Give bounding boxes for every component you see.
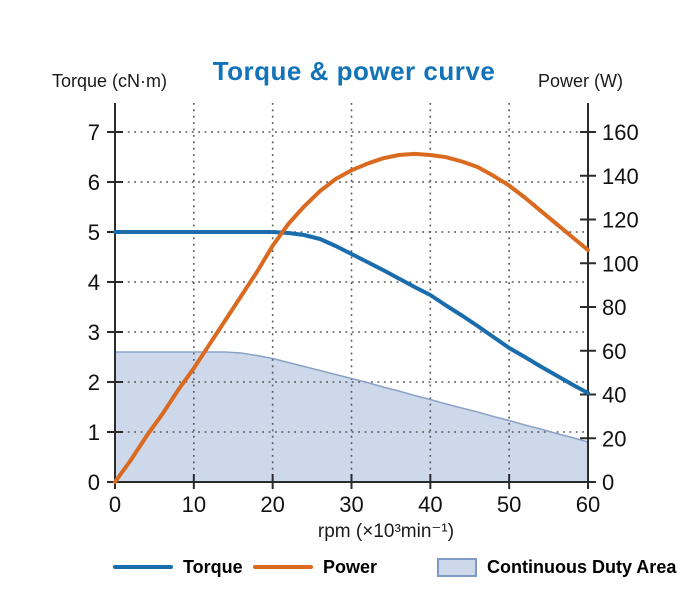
chart-title: Torque & power curve [212, 56, 496, 86]
right-tick-label: 100 [602, 251, 639, 276]
right-tick-label: 20 [602, 426, 626, 451]
x-tick-label: 0 [109, 492, 121, 517]
legend-item-duty-area: Continuous Duty Area [437, 556, 676, 578]
torque-curve [113, 230, 590, 395]
x-axis-title: rpm (×10³min⁻¹) [317, 521, 455, 542]
left-tick-label: 5 [88, 220, 100, 245]
left-tick-label: 1 [88, 420, 100, 445]
left-tick-label: 2 [88, 370, 100, 395]
left-tick-label: 0 [88, 470, 100, 495]
power-line-swatch [253, 565, 313, 569]
right-tick-label: 120 [602, 208, 639, 233]
x-tick-label: 20 [260, 492, 284, 517]
right-tick-label: 40 [602, 383, 626, 408]
legend-item-power: Power [253, 556, 377, 578]
x-tick-label: 10 [182, 492, 206, 517]
right-tick-label: 0 [602, 470, 614, 495]
x-tick-label: 60 [576, 492, 600, 517]
legend-label-power: Power [323, 556, 378, 577]
x-tick-label: 50 [497, 492, 521, 517]
left-axis-title: Torque (cN·m) [52, 71, 168, 91]
left-tick-label: 3 [88, 320, 100, 345]
legend-item-torque: Torque [113, 556, 243, 578]
left-tick-label: 4 [88, 270, 100, 295]
x-tick-label: 40 [418, 492, 442, 517]
legend-label-duty-area: Continuous Duty Area [487, 556, 677, 577]
duty-area-swatch [437, 557, 477, 577]
legend-label-torque: Torque [183, 556, 243, 577]
right-tick-label: 60 [602, 339, 626, 364]
torque-line-swatch [113, 565, 173, 569]
left-tick-label: 6 [88, 170, 100, 195]
left-tick-label: 7 [88, 120, 100, 145]
power-curve [113, 151, 590, 484]
x-tick-label: 30 [339, 492, 363, 517]
duty-area-edge [115, 351, 589, 443]
right-tick-label: 140 [602, 164, 639, 189]
right-tick-label: 80 [602, 295, 626, 320]
right-tick-label: 160 [602, 120, 639, 145]
right-axis-title: Power (W) [538, 71, 623, 91]
